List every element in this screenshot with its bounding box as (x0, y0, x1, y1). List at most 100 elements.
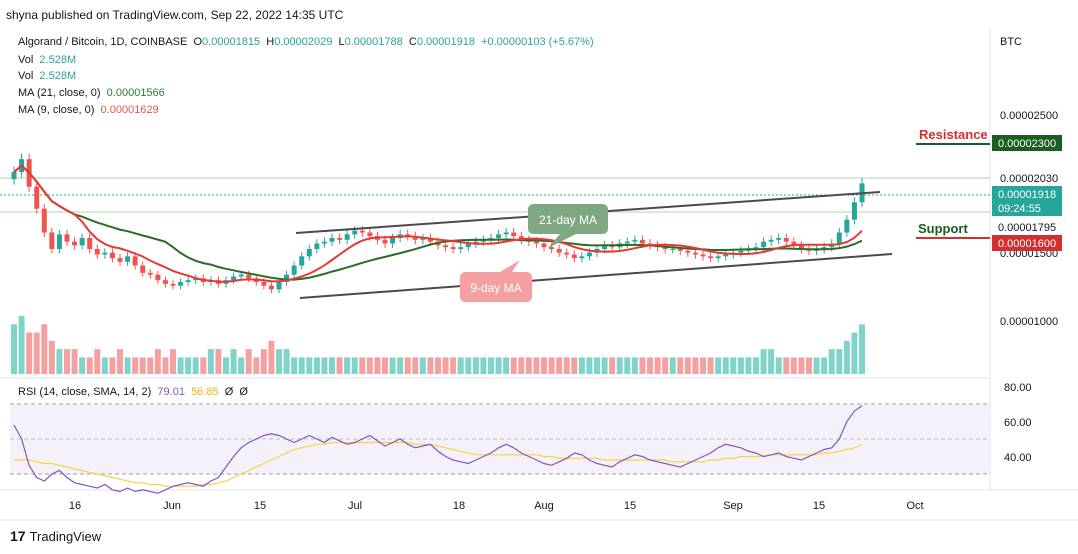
volume-bar (238, 357, 245, 374)
candle-body (851, 202, 857, 220)
current-price: 0.00001918 (998, 189, 1056, 201)
candle-body (677, 249, 683, 251)
candle-body (34, 186, 40, 209)
candle-body (624, 241, 630, 244)
volume-bar (18, 316, 25, 374)
candle-body (753, 247, 759, 249)
tradingview-logo-icon: 17 (10, 528, 26, 544)
volume-bar (821, 357, 828, 374)
volume-bar (268, 340, 275, 374)
volume-bar (760, 349, 767, 374)
volume-bar (419, 357, 426, 374)
candle-body (382, 239, 388, 244)
candle-body (94, 249, 100, 255)
candle-body (609, 245, 615, 248)
time-label-jul: Jul (348, 500, 362, 512)
high-value: 0.00002029 (274, 36, 333, 48)
volume-bar (647, 357, 653, 374)
volume-bar (525, 357, 532, 374)
ma21-value: 0.00001566 (106, 87, 165, 99)
resistance-price: 0.00002300 (998, 138, 1056, 150)
volume-bar (480, 357, 487, 374)
low-label: L (338, 36, 345, 48)
candle-body (723, 254, 729, 257)
ma9-callout: 9-day MA (460, 260, 532, 302)
volume-bar (548, 357, 555, 374)
volume-bar (389, 357, 396, 374)
price-tick-2: 0.00002030 (1000, 173, 1058, 185)
current-price-box (992, 186, 1062, 216)
symbol-legend: Algorand / Bitcoin, 1D, COINBASE O 0.0000… (18, 36, 594, 48)
candle-body (632, 239, 638, 242)
volume-bar (321, 357, 328, 374)
volume-bar (495, 357, 502, 374)
volume-bar (223, 357, 229, 374)
support-label: Support (918, 221, 968, 236)
candle-body (783, 238, 789, 242)
ma9-legend[interactable]: MA (9, close, 0) 0.00001629 (18, 104, 159, 116)
candle-body (412, 236, 418, 240)
support-price-box (992, 235, 1062, 251)
volume-bar (745, 357, 752, 374)
volume-bar (556, 357, 563, 374)
candle-body (11, 172, 17, 180)
candle-body (556, 249, 562, 253)
volume-bar (48, 340, 55, 374)
volume-bar (283, 349, 290, 374)
candle-body (109, 252, 115, 259)
open-label: O (193, 36, 203, 48)
ma-price: 0.00001795 (998, 222, 1056, 234)
candle-body (571, 254, 577, 259)
volume-bar (291, 357, 298, 374)
volume-bar (586, 357, 593, 374)
candle-body (132, 256, 138, 266)
candle-body (821, 247, 827, 249)
volume-bar (737, 357, 744, 374)
ma21-legend[interactable]: MA (21, close, 0) 0.00001566 (18, 87, 165, 99)
tradingview-brand[interactable]: 17 TradingView (10, 528, 101, 544)
volume-bar (11, 324, 17, 374)
volume-bar (253, 357, 260, 374)
candle-body (670, 249, 676, 250)
volume-bar (26, 332, 33, 374)
volume-bar (56, 349, 63, 374)
ma21-callout: 21-day MA (528, 204, 608, 248)
candle-body (72, 241, 78, 246)
volume-bar (654, 357, 661, 374)
rsi-line (13, 405, 863, 494)
volume-bar (730, 357, 737, 374)
candle-body (306, 249, 312, 257)
candle-body (140, 265, 146, 273)
candle-body (639, 239, 645, 244)
volume-bar (374, 357, 381, 374)
channel-lower-trendline[interactable] (299, 253, 893, 299)
volume-bar (117, 349, 123, 374)
vol-legend-2[interactable]: Vol 2.528M (18, 70, 76, 82)
candle-body (662, 247, 668, 249)
candle-body (261, 282, 267, 286)
candle-body (246, 274, 252, 279)
volume-bar (170, 349, 176, 374)
candle-body (87, 238, 93, 249)
volume-bar (677, 357, 684, 374)
vol-legend-1[interactable]: Vol 2.528M (18, 54, 76, 66)
volume-bar (722, 357, 729, 374)
candle-body (49, 232, 55, 249)
volume-bar (41, 324, 48, 374)
volume-bar (79, 357, 86, 374)
volume-bar (503, 357, 510, 374)
volume-bar (775, 357, 782, 374)
candle-body (185, 280, 191, 282)
time-label-15c: 15 (813, 500, 825, 512)
volume-bar (215, 349, 222, 374)
volume-bar (124, 357, 131, 374)
volume-bar (109, 357, 116, 374)
candle-body (344, 234, 350, 240)
volume-bar (351, 357, 358, 374)
symbol-name[interactable]: Algorand / Bitcoin, 1D, COINBASE (18, 36, 188, 48)
vol2-value: 2.528M (39, 70, 77, 82)
candle-body (450, 247, 456, 249)
rsi-legend[interactable]: RSI (14, close, SMA, 14, 2) 79.01 56.85 … (18, 386, 248, 398)
volume-bar (147, 357, 154, 374)
